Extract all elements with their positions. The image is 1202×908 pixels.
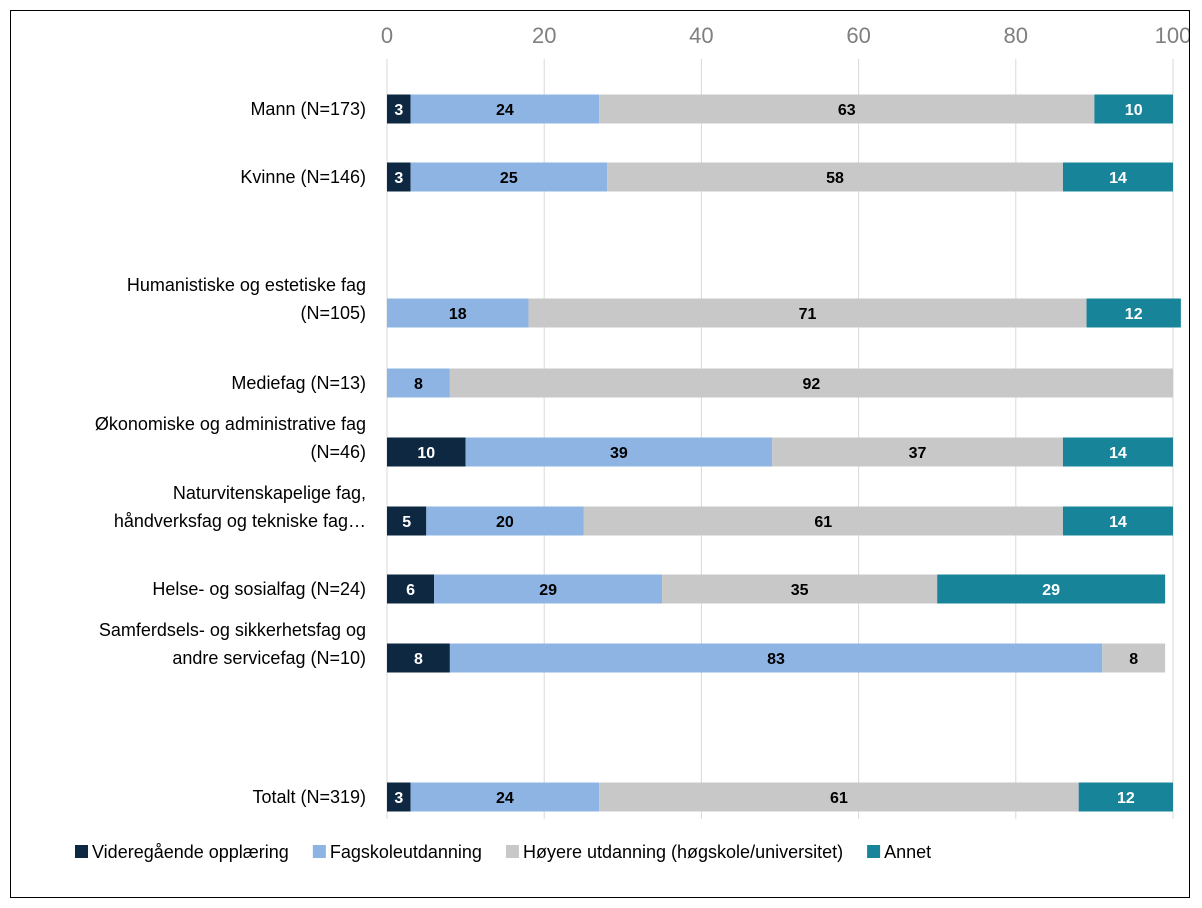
data-label: 39 [610, 445, 628, 462]
data-label: 12 [1117, 790, 1135, 807]
bar-segment [434, 574, 663, 604]
legend-swatch [75, 845, 88, 858]
data-label: 14 [1109, 170, 1127, 187]
data-label: 3 [394, 102, 403, 119]
data-label: 20 [496, 514, 514, 531]
x-tick-label: 0 [381, 23, 393, 48]
legend-label: Annet [884, 842, 931, 862]
bar-segment [1086, 298, 1181, 328]
bar-segment [583, 506, 1063, 536]
bars: 3 24 63 10 3 25 58 14 18 71 12 8 92 10 39 37 14 5 20 61 14 6 2… [387, 94, 1181, 812]
bar-segment [410, 162, 608, 192]
bar-segment [937, 574, 1166, 604]
stacked-bar-chart: 0 20 40 60 80 100 Mann (N=173) Kvinne (N=146) H… [75, 23, 1189, 862]
bar-segment [662, 574, 938, 604]
category-label: Samferdsels- og sikkerhetsfag og [99, 620, 366, 640]
data-label: 14 [1109, 514, 1127, 531]
x-tick-label: 60 [846, 23, 870, 48]
category-labels: Mann (N=173) Kvinne (N=146) Humanistiske o… [95, 99, 366, 807]
category-label: Kvinne (N=146) [240, 167, 366, 187]
data-label: 71 [799, 306, 817, 323]
data-label: 92 [803, 376, 821, 393]
legend-label: Høyere utdanning (høgskole/universitet) [523, 842, 843, 862]
category-label: håndverksfag og tekniske fag… [114, 511, 366, 531]
data-label: 8 [414, 376, 423, 393]
bar-segment [387, 94, 411, 124]
bar-segment [387, 437, 466, 467]
bar-segment [387, 506, 427, 536]
x-tick-labels: 0 20 40 60 80 100 [381, 23, 1189, 48]
bar-segment [387, 782, 411, 812]
bar-segment [426, 506, 584, 536]
category-label: Økonomiske og administrative fag [95, 414, 366, 434]
legend-swatch [867, 845, 881, 858]
data-label: 24 [496, 790, 514, 807]
legend-swatch [312, 845, 326, 858]
bar-segment [465, 437, 773, 467]
bar-segment [1062, 162, 1173, 192]
bar-segment [1094, 94, 1173, 124]
x-tick-label: 100 [1155, 23, 1189, 48]
bar-segment [1102, 643, 1166, 673]
legend: Videregående opplæring Fagskoleutdanning H… [75, 842, 931, 862]
data-label: 25 [500, 170, 518, 187]
data-label: 6 [406, 582, 415, 599]
bar-segment [410, 94, 600, 124]
data-label: 29 [539, 582, 557, 599]
data-label: 8 [1129, 651, 1138, 668]
category-label: andre servicefag (N=10) [172, 648, 366, 668]
data-label: 61 [814, 514, 832, 531]
x-tick-label: 40 [689, 23, 713, 48]
bar-segment [599, 94, 1095, 124]
category-label: Naturvitenskapelige fag, [173, 483, 366, 503]
data-label: 35 [791, 582, 809, 599]
data-label: 29 [1042, 582, 1060, 599]
category-label: (N=105) [300, 303, 366, 323]
data-label: 3 [394, 790, 403, 807]
bar-segment [1078, 782, 1173, 812]
data-label: 24 [496, 102, 514, 119]
data-label: 3 [394, 170, 403, 187]
bar-segment [387, 368, 450, 398]
bar-segment [387, 574, 435, 604]
data-label: 14 [1109, 445, 1127, 462]
data-label: 10 [417, 445, 435, 462]
category-label: Helse- og sosialfag (N=24) [152, 579, 366, 599]
data-label: 37 [909, 445, 927, 462]
category-label: Mann (N=173) [250, 99, 366, 119]
data-label: 58 [826, 170, 844, 187]
data-label: 5 [402, 514, 411, 531]
bar-segment [599, 782, 1079, 812]
category-label: (N=46) [310, 442, 366, 462]
bar-segment [772, 437, 1063, 467]
data-label: 10 [1125, 102, 1143, 119]
category-label: Humanistiske og estetiske fag [127, 275, 366, 295]
bar-segment [1062, 437, 1173, 467]
category-label: Totalt (N=319) [252, 787, 366, 807]
bar-segment [449, 368, 1173, 398]
bar-segment [449, 643, 1103, 673]
data-label: 18 [449, 306, 467, 323]
data-label: 8 [414, 651, 423, 668]
bar-segment [607, 162, 1063, 192]
legend-label: Fagskoleutdanning [330, 842, 482, 862]
legend-label: Videregående opplæring [92, 842, 289, 862]
data-label: 83 [767, 651, 785, 668]
x-tick-label: 20 [532, 23, 556, 48]
x-tick-label: 80 [1004, 23, 1028, 48]
category-label: Mediefag (N=13) [231, 373, 366, 393]
data-label: 12 [1125, 306, 1143, 323]
bar-segment [410, 782, 600, 812]
legend-swatch [505, 845, 519, 858]
bar-segment [528, 298, 1087, 328]
bar-segment [387, 643, 450, 673]
chart-frame: 0 20 40 60 80 100 Mann (N=173) Kvinne (N=146) H… [10, 10, 1190, 898]
bar-segment [387, 298, 529, 328]
bar-segment [1062, 506, 1173, 536]
bar-segment [387, 162, 411, 192]
data-label: 63 [838, 102, 856, 119]
data-label: 61 [830, 790, 848, 807]
